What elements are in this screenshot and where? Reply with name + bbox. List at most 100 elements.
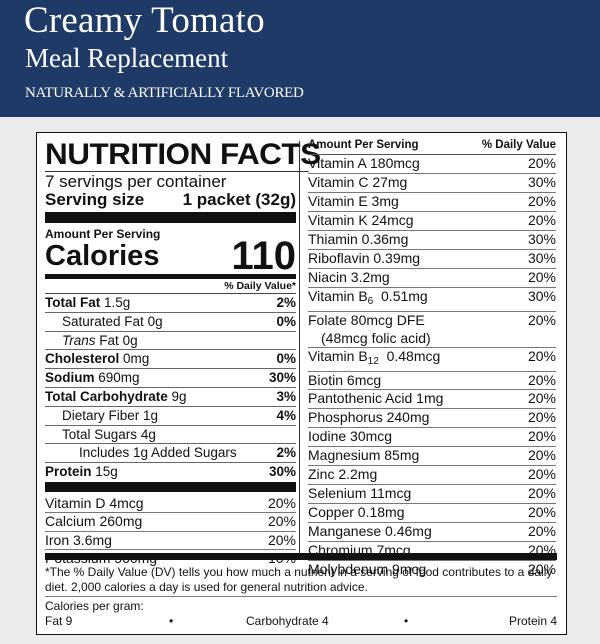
- vitamin-row: Pantothenic Acid 1mg 20%: [308, 390, 556, 410]
- carbohydrate-calories: Carbohydrate 4: [246, 614, 329, 628]
- nutrient-row-cholesterol: Cholesterol 0mg 0%: [45, 350, 296, 370]
- vitamin-label: Vitamin C 27mg: [308, 173, 408, 190]
- vitamin-label: Vitamin A 180mcg: [308, 155, 420, 171]
- vitamin-row-folate: Folate 80mcg DFE 20%: [308, 312, 556, 330]
- nutrient-dv: 30%: [268, 370, 296, 386]
- right-column-header: Amount Per Serving % Daily Value: [308, 137, 556, 155]
- serving-size-value: 1 packet (32g): [182, 190, 296, 209]
- nutrient-row-total-carbohydrate: Total Carbohydrate 9g 3%: [45, 388, 296, 407]
- daily-value-header: % Daily Value*: [45, 279, 296, 294]
- vitamin-label-subscript: 12: [367, 355, 379, 367]
- vitamin-dv: 30%: [527, 249, 556, 266]
- nutrient-row-trans-fat: Trans Fat 0g: [45, 332, 296, 351]
- nutrient-row-total-sugars: Total Sugars 4g: [45, 426, 296, 445]
- vitamin-dv: 20%: [267, 513, 296, 530]
- vitamin-row: Vitamin K 24mcg 20%: [308, 212, 556, 231]
- vitamin-row: Biotin 6mcg 20%: [308, 372, 556, 391]
- nutrient-row-dietary-fiber: Dietary Fiber 1g 4%: [45, 407, 296, 426]
- nutrient-dv: 0%: [276, 313, 296, 329]
- vitamin-dv: 20%: [527, 466, 556, 483]
- vitamin-label: Biotin 6mcg: [308, 371, 382, 388]
- vitamin-label-prefix: Vitamin B: [308, 347, 368, 364]
- nutrient-name: Total Sugars: [62, 426, 138, 442]
- vitamin-label: Magnesium 85mg: [308, 447, 420, 464]
- vitamin-label: Vitamin B12 0.48mcg: [308, 348, 440, 371]
- vitamin-dv: 30%: [527, 287, 556, 304]
- vitamin-row-b12: Vitamin B12 0.48mcg 20%: [308, 348, 556, 372]
- nutrition-facts-title: NUTRITION FACTS: [45, 138, 321, 172]
- nutrient-amount: 0g: [122, 332, 138, 348]
- vitamin-label: Manganese 0.46mg: [308, 523, 432, 540]
- nutrient-amount: 0mg: [123, 351, 150, 367]
- nutrient-name: Sodium: [45, 370, 95, 386]
- daily-value-footnote: *The % Daily Value (DV) tells you how mu…: [45, 565, 553, 594]
- calories-row: Calories 110: [45, 236, 296, 276]
- product-title: Creamy Tomato: [24, 0, 265, 41]
- flavor-statement: NATURALLY & ARTIFICIALLY FLAVORED: [25, 85, 304, 101]
- nutrient-amount: 9g: [171, 388, 187, 404]
- vitamin-dv: 20%: [527, 390, 556, 407]
- vitamin-label-subscript: 6: [367, 295, 374, 307]
- vitamin-row: Niacin 3.2mg 20%: [308, 269, 556, 288]
- serving-size-label: Serving size: [45, 190, 145, 209]
- nutrient-name: Dietary Fiber: [62, 407, 140, 423]
- divider-line: [45, 596, 557, 597]
- vitamin-row: Thiamin 0.36mg 30%: [308, 231, 556, 250]
- column-divider: [299, 141, 300, 554]
- vitamin-row: Vitamin E 3mg 20%: [308, 193, 556, 212]
- vitamin-label: Phosphorus 240mg: [308, 409, 430, 426]
- vitamin-row: Copper 0.18mg 20%: [308, 504, 556, 524]
- vitamin-dv: 30%: [527, 230, 556, 247]
- nutrient-dv: 4%: [276, 407, 296, 423]
- vitamin-dv: 20%: [527, 211, 556, 228]
- divider-bar: [45, 274, 296, 279]
- vitamin-label: Iodine 30mcg: [308, 428, 393, 445]
- vitamin-dv: 20%: [527, 561, 556, 578]
- vitamin-label: Copper 0.18mg: [308, 504, 405, 521]
- vitamin-label: Calcium 260mg: [45, 513, 143, 530]
- product-header: Creamy Tomato Meal Replacement NATURALLY…: [0, 0, 600, 117]
- nutrient-row-total-fat: Total Fat 1.5g 2%: [45, 294, 296, 313]
- vitamin-label-suffix: 0.48mcg: [378, 347, 441, 364]
- vitamin-row-calcium: Calcium 260mg 20%: [45, 513, 296, 532]
- vitamin-label: Vitamin B6 0.51mg: [308, 288, 428, 311]
- vitamin-dv: 20%: [527, 268, 556, 285]
- vitamin-label: Thiamin 0.36mg: [308, 230, 409, 247]
- vitamin-label: Molybdenum 9mcg: [308, 561, 427, 578]
- nutrient-name-italic: Trans: [62, 332, 96, 348]
- vitamin-label: Riboflavin 0.39mg: [308, 249, 421, 266]
- vitamin-label: Selenium 11mcg: [308, 485, 412, 502]
- fat-calories: Fat 9: [45, 614, 73, 628]
- vitamin-row: Selenium 11mcg 20%: [308, 485, 556, 505]
- nutrient-dv: 3%: [276, 388, 296, 404]
- nutrient-row-sodium: Sodium 690mg 30%: [45, 369, 296, 388]
- vitamin-label-prefix: Vitamin B: [308, 287, 368, 304]
- vitamin-label: Zinc 2.2mg: [308, 466, 378, 483]
- product-subtitle: Meal Replacement: [25, 43, 229, 73]
- vitamin-dv: 20%: [527, 409, 556, 426]
- nutrient-row-protein: Protein 15g 30%: [45, 463, 296, 481]
- nutrient-name: Fat: [99, 332, 119, 348]
- calories-per-gram-row: Fat 9 • Carbohydrate 4 • Protein 4: [45, 614, 557, 629]
- vitamin-dv: 30%: [527, 173, 556, 190]
- vitamin-row: Vitamin A 180mcg 20%: [308, 155, 556, 174]
- vitamin-row: Molybdenum 9mcg 20%: [308, 561, 556, 579]
- vitamin-dv: 20%: [527, 485, 556, 502]
- nutrient-dv: 30%: [268, 464, 296, 480]
- vitamin-dv: 20%: [527, 311, 556, 328]
- vitamin-dv: 20%: [267, 494, 296, 511]
- nutrition-facts-label: NUTRITION FACTS 7 servings per container…: [36, 132, 567, 635]
- divider-bar: [45, 481, 296, 492]
- vitamin-label: Vitamin E 3mg: [308, 192, 399, 209]
- nutrient-name: Saturated Fat: [62, 313, 144, 329]
- vitamin-dv: 20%: [527, 155, 556, 171]
- nutrient-name: Total Fat: [45, 295, 101, 310]
- nutrient-name: Includes 1g Added Sugars: [79, 445, 237, 461]
- vitamin-row: Zinc 2.2mg 20%: [308, 466, 556, 486]
- vitamin-label: Folate 80mcg DFE: [308, 311, 425, 328]
- right-column: Amount Per Serving % Daily Value Vitamin…: [308, 137, 556, 579]
- nutrient-row-saturated-fat: Saturated Fat 0g 0%: [45, 313, 296, 332]
- nutrient-amount: 1g: [143, 407, 159, 423]
- vitamin-row-iron: Iron 3.6mg 20%: [45, 532, 296, 550]
- vitamin-dv: 20%: [527, 428, 556, 445]
